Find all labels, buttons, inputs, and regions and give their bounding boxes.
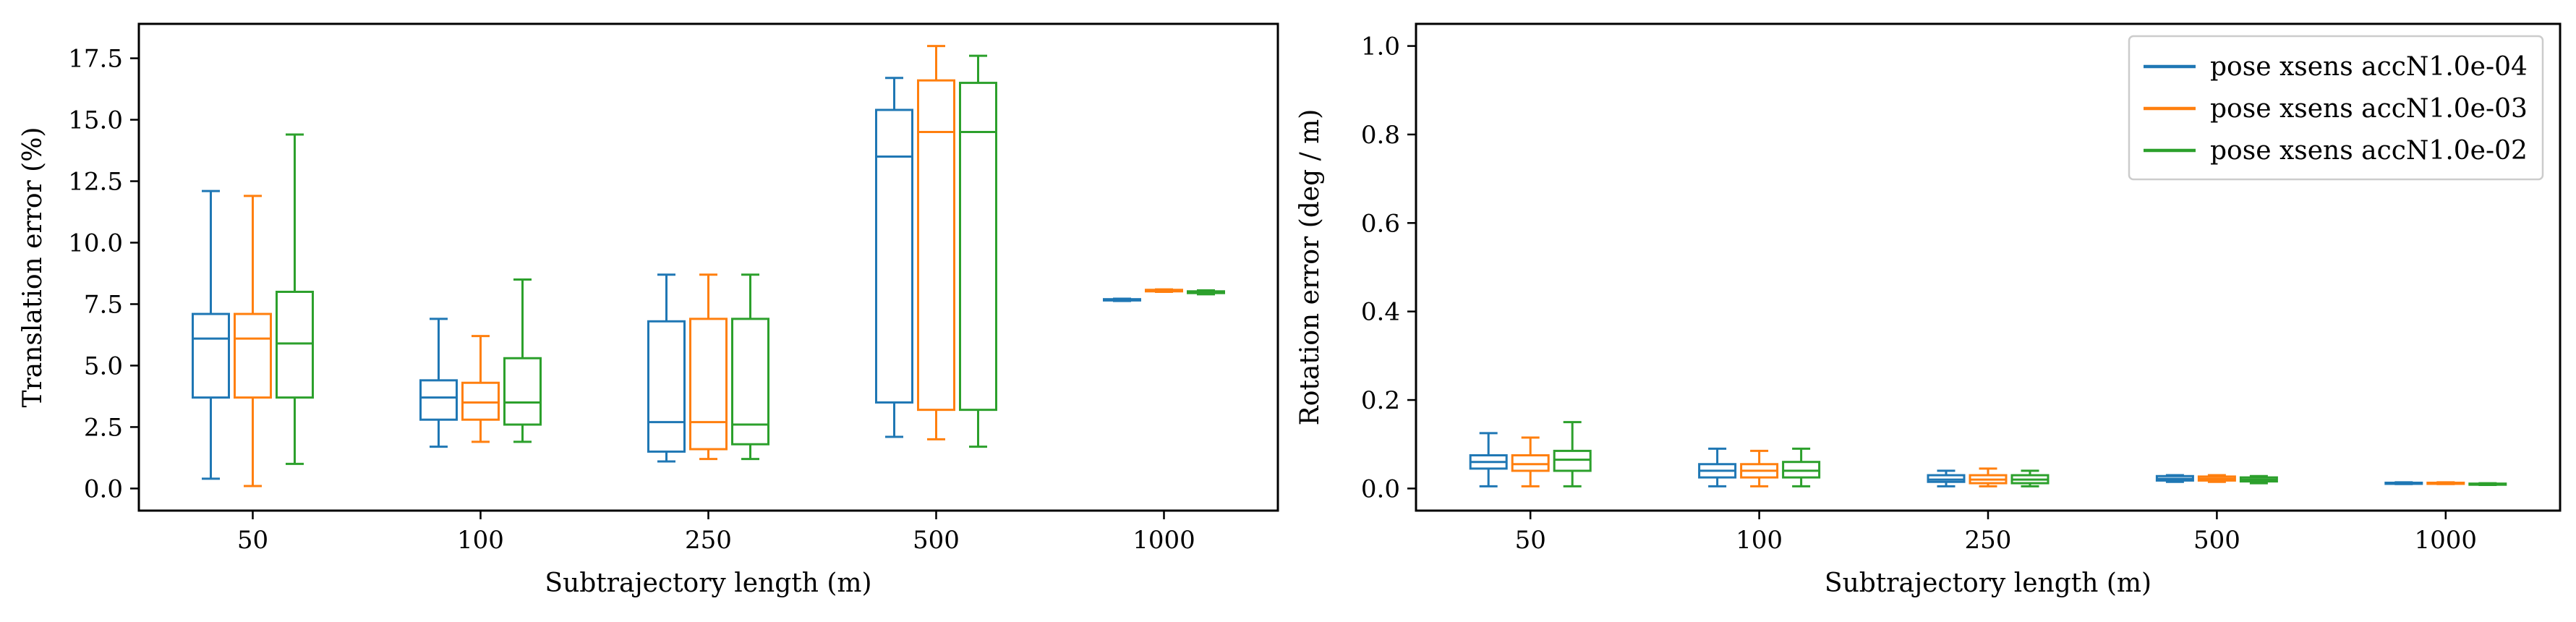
left-box-series1-1000 [1103,297,1141,302]
iqr-box [234,312,272,399]
right-x-tick-label: 250 [1965,526,2012,555]
iqr-box [731,318,769,446]
iqr-box [647,320,686,453]
left-box-series3-50 [276,133,314,465]
left-y-tick-label: 7.5 [84,290,123,319]
right-box-series1-1000 [2384,481,2423,485]
legend-box [2128,35,2544,181]
legend-entry: pose xsens accN1.0e-02 [2210,136,2528,166]
left-plot-frame [137,22,1279,512]
left-box-series1-50 [192,189,230,480]
right-box-series3-50 [1553,421,1592,487]
right-box-series2-100 [1740,449,1779,487]
iqr-box [276,290,314,399]
left-box-series1-100 [419,318,458,448]
right-box-series3-100 [1782,447,1821,487]
right-box-series1-100 [1698,447,1737,487]
iqr-box [461,381,500,421]
iqr-box [419,379,458,421]
left-x-tick-label: 250 [685,526,732,555]
left-y-tick-label: 10.0 [68,229,123,258]
left-x-tick-label: 1000 [1133,526,1195,555]
left-y-tick-label: 12.5 [68,168,123,197]
right-y-tick-label: 0.0 [1361,474,1400,503]
left-box-series2-250 [689,273,728,461]
left-x-axis-label: Subtrajectory length (m) [545,568,871,598]
right-x-tick-label: 1000 [2415,526,2478,555]
rotation-error-chart: Subtrajectory length (m) Rotation error … [1295,22,2562,598]
legend: pose xsens accN1.0e-04 pose xsens accN1.0… [2128,35,2544,181]
legend-entry: pose xsens accN1.0e-04 [2210,52,2528,82]
iqr-box [503,357,542,426]
left-box-series3-500 [959,54,997,448]
left-y-tick-label: 17.5 [68,45,123,74]
iqr-box [1782,461,1821,479]
right-y-tick-label: 0.4 [1361,298,1400,327]
right-y-axis-label: Rotation error (deg / m) [1295,109,1325,426]
right-y-tick-label: 0.6 [1361,209,1400,238]
left-box-series2-50 [234,195,272,487]
left-box-series3-1000 [1187,289,1225,296]
left-x-tick-label: 100 [457,526,504,555]
right-y-tick-label: 0.2 [1361,386,1400,415]
right-box-series2-250 [1969,467,2008,487]
iqr-box [959,82,997,412]
right-box-series3-1000 [2468,482,2507,487]
right-y-tick-label: 1.0 [1361,33,1400,61]
right-y-tick-label: 0.8 [1361,121,1400,150]
left-y-tick-label: 2.5 [84,413,123,442]
right-box-series3-500 [2239,474,2278,485]
iqr-box [689,318,728,451]
left-box-series3-250 [731,273,769,461]
right-box-series1-50 [1469,432,1508,487]
left-x-tick-label: 500 [913,526,960,555]
left-box-series2-100 [461,335,500,443]
right-box-series3-250 [2010,469,2050,487]
left-box-series1-250 [647,273,686,463]
right-box-series2-50 [1511,436,1550,487]
right-x-tick-label: 50 [1515,526,1546,555]
left-box-series2-500 [917,45,955,440]
iqr-box [1511,454,1550,472]
translation-error-chart: Subtrajectory length (m) Translation err… [18,22,1279,598]
right-box-series2-1000 [2426,481,2465,485]
iqr-box [192,312,230,399]
left-y-tick-label: 5.0 [84,352,123,380]
iqr-box [917,79,955,412]
left-box-series2-1000 [1145,288,1183,293]
right-box-series1-250 [1927,469,1966,487]
iqr-box [1927,474,1966,483]
right-box-series1-500 [2155,474,2194,483]
left-box-series1-500 [875,77,913,438]
iqr-box [875,108,913,404]
left-box-series3-100 [503,278,542,443]
right-box-series2-500 [2197,474,2236,483]
right-x-tick-label: 500 [2193,526,2240,555]
legend-entry: pose xsens accN1.0e-03 [2210,94,2528,124]
left-y-axis-label: Translation error (%) [18,127,48,408]
right-x-tick-label: 100 [1736,526,1783,555]
left-y-tick-label: 15.0 [68,106,123,135]
iqr-box [1553,449,1592,472]
right-x-axis-label: Subtrajectory length (m) [1825,568,2151,598]
left-x-tick-label: 50 [237,526,268,555]
left-y-tick-label: 0.0 [84,474,123,503]
right-plot-frame [1415,22,2562,512]
